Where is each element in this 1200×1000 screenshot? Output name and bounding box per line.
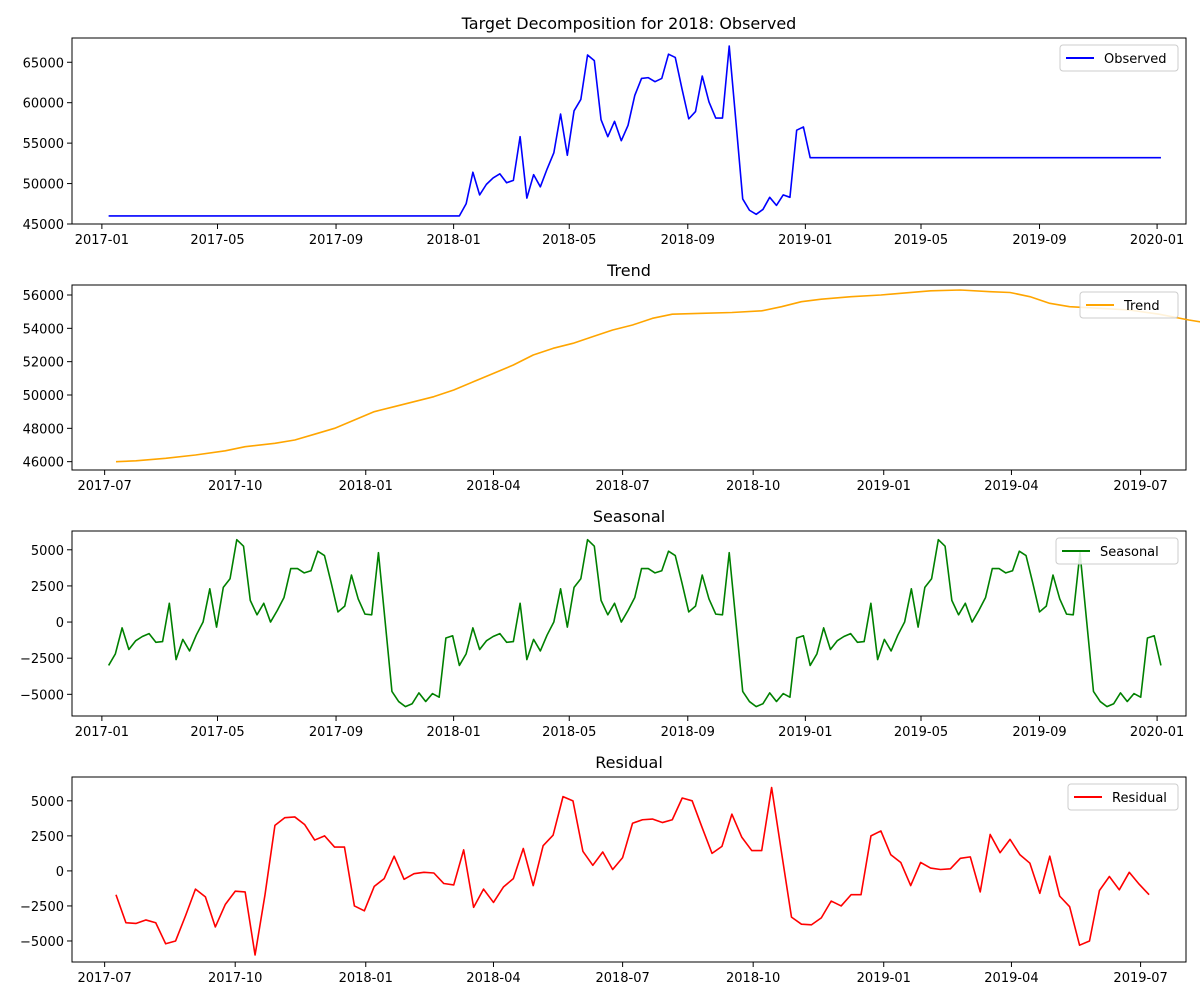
x-tick-label: 2017-09 bbox=[309, 725, 363, 740]
y-tick-label: −5000 bbox=[20, 688, 64, 703]
x-tick-label: 2018-04 bbox=[466, 971, 520, 986]
x-tick-label: 2019-05 bbox=[894, 725, 948, 740]
panel-title: Seasonal bbox=[593, 507, 665, 526]
x-tick-label: 2018-09 bbox=[661, 725, 715, 740]
legend-box bbox=[1079, 291, 1179, 319]
legend-label: Seasonal bbox=[1100, 545, 1159, 560]
series-line-residual bbox=[115, 786, 1150, 956]
panel-4: Residual 2017-07 2017-10 2018-01 2018-04 2018… bbox=[20, 753, 1187, 986]
x-tick-label: 2017-07 bbox=[77, 479, 131, 494]
y-tick-label: 54000 bbox=[23, 322, 64, 337]
y-tick-label: 2500 bbox=[31, 830, 64, 845]
x-tick-label: 2017-10 bbox=[208, 479, 262, 494]
axes-frame bbox=[71, 37, 1187, 225]
axes-frame bbox=[71, 776, 1187, 963]
y-tick-label: 65000 bbox=[23, 56, 64, 71]
x-tick-label: 2018-09 bbox=[661, 233, 715, 248]
x-tick-label: 2019-05 bbox=[894, 233, 948, 248]
legend-box bbox=[1055, 537, 1179, 565]
x-tick-label: 2018-05 bbox=[542, 725, 596, 740]
x-tick-label: 2019-01 bbox=[778, 725, 832, 740]
x-tick-label: 2017-05 bbox=[190, 725, 244, 740]
y-tick-label: −2500 bbox=[20, 652, 64, 667]
x-tick-label: 2019-07 bbox=[1113, 971, 1167, 986]
legend-label: Trend bbox=[1123, 299, 1160, 314]
series-line-trend bbox=[115, 289, 1200, 463]
y-tick-label: 45000 bbox=[23, 218, 64, 233]
y-tick-label: 46000 bbox=[23, 456, 64, 471]
panel-2: Trend 2017-07 2017-10 2018-01 2018-04 2018-07… bbox=[23, 261, 1200, 494]
y-tick-label: 55000 bbox=[23, 137, 64, 152]
x-tick-label: 2019-04 bbox=[984, 971, 1038, 986]
x-tick-label: 2019-01 bbox=[778, 233, 832, 248]
x-tick-label: 2018-10 bbox=[726, 971, 780, 986]
y-tick-label: 0 bbox=[56, 865, 64, 880]
panel-1: Target Decomposition for 2018: Observed 2… bbox=[23, 14, 1187, 248]
x-tick-label: 2020-01 bbox=[1130, 233, 1184, 248]
x-tick-label: 2017-01 bbox=[75, 725, 129, 740]
legend: Residual bbox=[1067, 783, 1179, 811]
panel-title: Residual bbox=[595, 753, 663, 772]
y-tick-label: 50000 bbox=[23, 178, 64, 193]
x-tick-label: 2018-10 bbox=[726, 479, 780, 494]
panel-title: Trend bbox=[606, 261, 651, 280]
legend-label: Residual bbox=[1112, 791, 1167, 806]
y-tick-label: −2500 bbox=[20, 900, 64, 915]
x-tick-label: 2018-07 bbox=[595, 479, 649, 494]
y-tick-label: 0 bbox=[56, 616, 64, 631]
x-tick-label: 2018-01 bbox=[426, 233, 480, 248]
y-tick-label: 2500 bbox=[31, 580, 64, 595]
x-tick-label: 2020-01 bbox=[1130, 725, 1184, 740]
legend: Trend bbox=[1079, 291, 1179, 319]
legend: Seasonal bbox=[1055, 537, 1179, 565]
y-tick-label: 56000 bbox=[23, 289, 64, 304]
axes-frame bbox=[71, 284, 1187, 471]
x-tick-label: 2018-07 bbox=[595, 971, 649, 986]
x-tick-label: 2019-01 bbox=[857, 479, 911, 494]
x-tick-label: 2017-01 bbox=[75, 233, 129, 248]
x-tick-label: 2019-04 bbox=[984, 479, 1038, 494]
y-tick-label: 60000 bbox=[23, 97, 64, 112]
x-tick-label: 2018-04 bbox=[466, 479, 520, 494]
x-tick-label: 2017-10 bbox=[208, 971, 262, 986]
x-tick-label: 2018-05 bbox=[542, 233, 596, 248]
x-tick-label: 2019-07 bbox=[1113, 479, 1167, 494]
y-tick-label: 5000 bbox=[31, 544, 64, 559]
x-tick-label: 2018-01 bbox=[426, 725, 480, 740]
x-tick-label: 2018-01 bbox=[339, 971, 393, 986]
x-tick-label: 2019-01 bbox=[857, 971, 911, 986]
axes-frame bbox=[71, 530, 1187, 717]
legend: Observed bbox=[1059, 44, 1179, 72]
series-line-observed bbox=[108, 45, 1161, 217]
x-tick-label: 2017-07 bbox=[77, 971, 131, 986]
series-line-seasonal bbox=[107, 538, 1162, 708]
legend-box bbox=[1059, 44, 1179, 72]
y-tick-label: 50000 bbox=[23, 389, 64, 404]
x-tick-label: 2019-09 bbox=[1012, 725, 1066, 740]
y-tick-label: −5000 bbox=[20, 935, 64, 950]
x-tick-label: 2019-09 bbox=[1012, 233, 1066, 248]
panel-3: Seasonal 2017-01 2017-05 2017-09 2018-01 2018… bbox=[20, 507, 1187, 740]
y-tick-label: 52000 bbox=[23, 356, 64, 371]
x-tick-label: 2017-09 bbox=[309, 233, 363, 248]
y-tick-label: 48000 bbox=[23, 422, 64, 437]
y-tick-label: 5000 bbox=[31, 795, 64, 810]
panel-title: Target Decomposition for 2018: Observed bbox=[461, 14, 797, 33]
x-tick-label: 2017-05 bbox=[190, 233, 244, 248]
legend-box bbox=[1067, 783, 1179, 811]
x-tick-label: 2018-01 bbox=[339, 479, 393, 494]
legend-label: Observed bbox=[1104, 52, 1167, 67]
